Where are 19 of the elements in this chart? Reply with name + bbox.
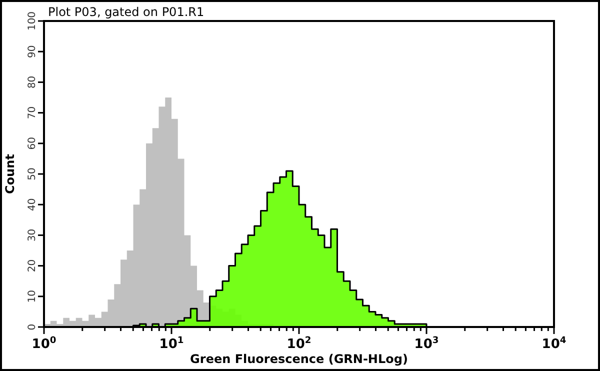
- y-axis-title: Count: [3, 154, 17, 194]
- chart-title: Plot P03, gated on P01.R1: [48, 5, 204, 19]
- y-tick-label: 80: [27, 76, 38, 89]
- y-tick-label: 20: [27, 259, 38, 272]
- y-tick-label: 70: [27, 106, 38, 120]
- y-tick-label: 50: [27, 168, 38, 180]
- x-tick-label: 10$^{3}$: [414, 336, 439, 352]
- x-tick-label: 10$^{4}$: [542, 336, 566, 352]
- y-tick-label: 0: [27, 324, 38, 330]
- y-tick-label: 40: [27, 198, 38, 211]
- x-tick-label: 10$^{0}$: [32, 336, 56, 352]
- y-tick-label: 10: [27, 290, 38, 303]
- x-axis-title: Green Fluorescence (GRN-HLog): [190, 352, 408, 366]
- y-tick-label: 30: [27, 228, 38, 242]
- x-tick-label: 10$^{2}$: [286, 336, 312, 352]
- y-tick-label: 90: [27, 45, 38, 58]
- x-tick-label: 10$^{1}$: [159, 336, 184, 352]
- y-tick-label: 60: [27, 137, 38, 150]
- y-tick-label: 100: [27, 11, 38, 31]
